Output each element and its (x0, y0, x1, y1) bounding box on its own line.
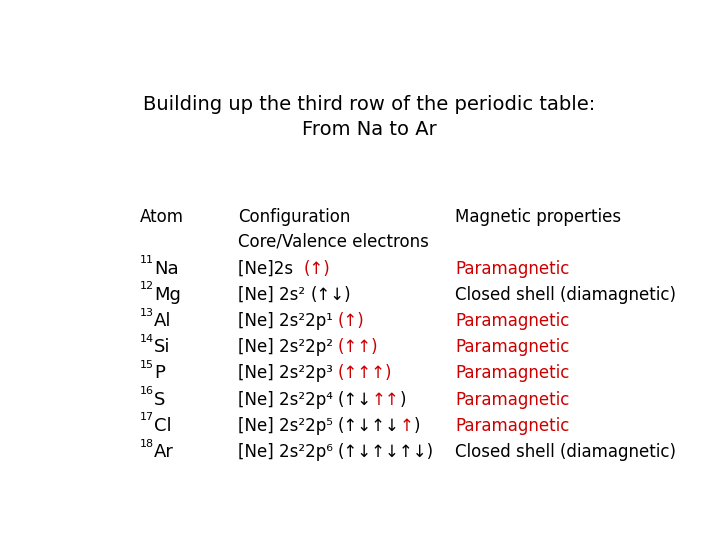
Text: (↑↓): (↑↓) (310, 286, 351, 303)
Text: [Ne] 2s²2p⁶: [Ne] 2s²2p⁶ (238, 443, 338, 461)
Text: Paramagnetic: Paramagnetic (456, 417, 570, 435)
Text: 16: 16 (140, 386, 154, 396)
Text: [Ne] 2s²2p⁵: [Ne] 2s²2p⁵ (238, 417, 338, 435)
Text: 12: 12 (140, 281, 154, 292)
Text: ↑: ↑ (400, 417, 414, 435)
Text: 13: 13 (140, 308, 154, 318)
Text: ): ) (400, 390, 406, 409)
Text: 11: 11 (140, 255, 154, 265)
Text: (↑): (↑) (304, 260, 330, 278)
Text: 18: 18 (140, 438, 154, 449)
Text: ↑↑: ↑↑ (372, 390, 400, 409)
Text: ): ) (414, 417, 420, 435)
Text: Ar: Ar (154, 443, 174, 461)
Text: (↑↑↑): (↑↑↑) (338, 364, 392, 382)
Text: Magnetic properties: Magnetic properties (456, 207, 621, 226)
Text: Configuration: Configuration (238, 207, 350, 226)
Text: Cl: Cl (154, 417, 172, 435)
Text: Paramagnetic: Paramagnetic (456, 390, 570, 409)
Text: S: S (154, 390, 166, 409)
Text: (↑↓: (↑↓ (338, 390, 372, 409)
Text: [Ne] 2s²: [Ne] 2s² (238, 286, 310, 303)
Text: 17: 17 (140, 413, 154, 422)
Text: Closed shell (diamagnetic): Closed shell (diamagnetic) (456, 286, 677, 303)
Text: Paramagnetic: Paramagnetic (456, 260, 570, 278)
Text: Al: Al (154, 312, 172, 330)
Text: [Ne] 2s²2p¹: [Ne] 2s²2p¹ (238, 312, 338, 330)
Text: Building up the third row of the periodic table:: Building up the third row of the periodi… (143, 95, 595, 114)
Text: (↑): (↑) (338, 312, 365, 330)
Text: Closed shell (diamagnetic): Closed shell (diamagnetic) (456, 443, 677, 461)
Text: (↑↓↑↓: (↑↓↑↓ (338, 417, 400, 435)
Text: Paramagnetic: Paramagnetic (456, 338, 570, 356)
Text: Atom: Atom (140, 207, 184, 226)
Text: P: P (154, 364, 165, 382)
Text: 15: 15 (140, 360, 154, 370)
Text: Si: Si (154, 338, 171, 356)
Text: [Ne] 2s²2p⁴: [Ne] 2s²2p⁴ (238, 390, 338, 409)
Text: Core/Valence electrons: Core/Valence electrons (238, 233, 428, 251)
Text: Na: Na (154, 260, 179, 278)
Text: From Na to Ar: From Na to Ar (302, 120, 436, 139)
Text: [Ne] 2s²2p³: [Ne] 2s²2p³ (238, 364, 338, 382)
Text: [Ne]2s: [Ne]2s (238, 260, 304, 278)
Text: Paramagnetic: Paramagnetic (456, 364, 570, 382)
Text: (↑↑): (↑↑) (338, 338, 379, 356)
Text: Mg: Mg (154, 286, 181, 303)
Text: [Ne] 2s²2p²: [Ne] 2s²2p² (238, 338, 338, 356)
Text: Paramagnetic: Paramagnetic (456, 312, 570, 330)
Text: (↑↓↑↓↑↓): (↑↓↑↓↑↓) (338, 443, 434, 461)
Text: 14: 14 (140, 334, 154, 344)
